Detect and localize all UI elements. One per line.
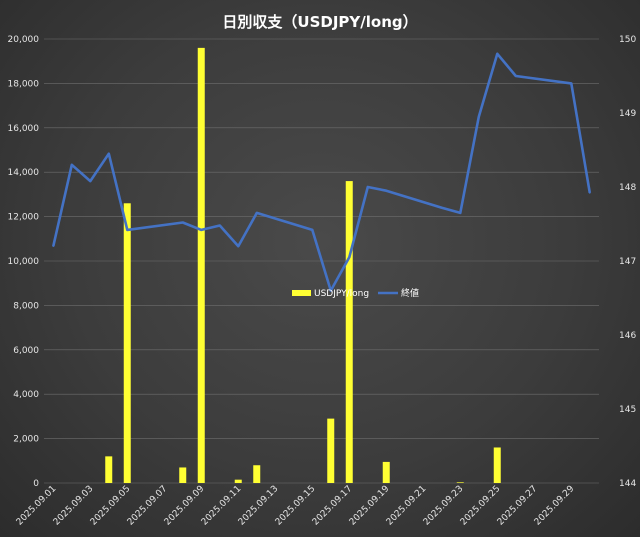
x-axis-ticks: 2025.09.012025.09.032025.09.052025.09.07… (15, 484, 577, 528)
close-price-line (52, 52, 592, 292)
left-axis-tick-label: 14,000 (8, 168, 40, 178)
close-point-2025.09.12 (255, 212, 258, 214)
close-point-2025.09.11 (237, 245, 240, 247)
right-axis-tick-label: 149 (619, 109, 636, 119)
bar-2025.09.12 (253, 465, 261, 483)
left-axis-tick-label: 8,000 (13, 301, 39, 311)
close-point-2025.09.24 (477, 115, 480, 118)
close-point-2025.09.16 (329, 289, 332, 292)
legend-label-bar: USDJPY/long (314, 289, 369, 299)
bar-2025.09.19 (382, 461, 390, 483)
bar-2025.09.08 (179, 467, 187, 483)
bar-series (105, 47, 501, 483)
left-axis-tick-label: 12,000 (8, 213, 40, 223)
left-axis-tick-label: 10,000 (8, 257, 40, 267)
close-point-2025.09.01 (52, 245, 55, 247)
bar-2025.09.25 (493, 447, 501, 483)
right-axis-ticks: 144 145 146 147 148 149 150 (619, 35, 636, 489)
left-axis-tick-label: 16,000 (8, 124, 40, 134)
close-point-2025.09.23 (459, 212, 462, 214)
close-point-2025.09.09 (200, 229, 203, 231)
bar-2025.09.23 (456, 482, 464, 483)
close-point-2025.09.03 (89, 180, 92, 182)
right-axis-tick-label: 145 (619, 405, 636, 415)
close-point-2025.09.04 (107, 152, 110, 155)
close-point-2025.09.08 (181, 221, 184, 224)
bar-2025.09.09 (197, 47, 205, 483)
close-point-2025.09.19 (385, 189, 388, 192)
bar-2025.09.16 (327, 418, 335, 483)
close-point-2025.09.25 (496, 53, 499, 55)
close-point-2025.09.10 (218, 224, 221, 227)
close-point-2025.09.29 (570, 82, 573, 85)
left-axis-tick-label: 2,000 (13, 435, 39, 445)
right-axis-tick-label: 144 (619, 479, 636, 489)
left-axis-ticks: 0 2,000 4,000 6,000 8,000 10,000 12,000 14,000 1… (8, 35, 40, 489)
close-point-2025.09.15 (311, 229, 314, 231)
left-axis-tick-label: 18,000 (8, 79, 40, 89)
bar-2025.09.05 (123, 203, 131, 483)
right-axis-tick-label: 147 (619, 257, 636, 267)
close-point-2025.09.02 (70, 164, 73, 166)
left-axis-tick-label: 0 (33, 479, 39, 489)
legend-label-line: 終値 (401, 287, 419, 299)
close-point-2025.09.22 (440, 206, 443, 209)
legend-swatch-bar (292, 290, 311, 296)
bar-2025.09.04 (105, 456, 113, 483)
bar-2025.09.11 (234, 479, 242, 483)
close-point-2025.09.18 (366, 186, 369, 188)
line-series (52, 52, 592, 292)
legend: USDJPY/long 終値 (292, 287, 419, 299)
close-point-2025.09.30 (588, 192, 591, 194)
left-axis-tick-label: 6,000 (13, 346, 39, 356)
right-axis-tick-label: 150 (619, 35, 636, 45)
chart-title: 日別収支（USDJPY/long） (222, 13, 417, 31)
bar-2025.09.17 (345, 181, 353, 483)
right-axis-tick-label: 148 (619, 183, 636, 193)
left-axis-tick-label: 20,000 (8, 35, 40, 45)
close-point-2025.09.26 (514, 75, 517, 77)
x-axis-tick-label: 2025.09.29 (533, 484, 577, 528)
left-axis-tick-label: 4,000 (13, 390, 39, 400)
close-point-2025.09.05 (126, 229, 129, 231)
right-axis-tick-label: 146 (619, 331, 636, 341)
close-point-2025.09.17 (348, 256, 351, 259)
